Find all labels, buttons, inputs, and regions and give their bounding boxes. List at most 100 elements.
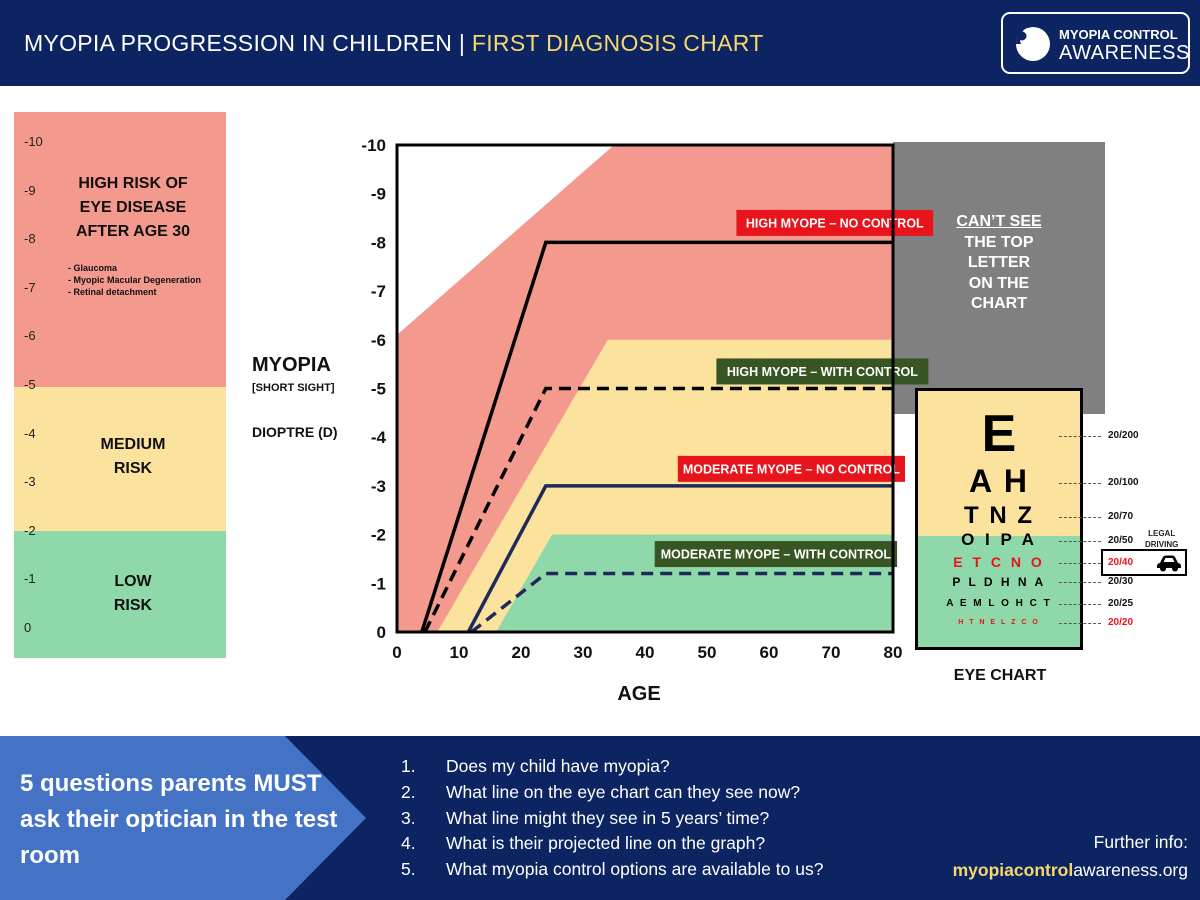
note-retinal: - Retinal detachment [68,287,157,297]
eye-chart-row: T N Z [964,502,1034,530]
brand-logo: MYOPIA CONTROL AWARENESS [1001,12,1190,74]
title-subtitle: FIRST DIAGNOSIS CHART [471,30,764,56]
car-icon [1157,555,1181,572]
x-tick-label: 10 [450,643,469,662]
question-number: 5. [401,859,416,880]
series-label: MODERATE MYOPE – WITH CONTROL [661,548,892,562]
acuity-label: 20/25 [1108,598,1134,609]
question-text: What line might they see in 5 years’ tim… [446,807,770,828]
question-number: 2. [401,781,416,802]
acuity-label: 20/200 [1108,430,1139,441]
risk-medium-line2: RISK [113,460,153,477]
logo-line1: MYOPIA CONTROL [1059,27,1178,42]
x-axis-label: AGE [617,683,660,705]
risk-zone-high [14,112,226,387]
question-number: 4. [401,833,416,854]
y-axis-label-unit: DIOPTRE (D) [252,424,338,440]
acuity-leader-line [1059,436,1101,437]
risk-tick-label: -6 [24,328,36,344]
eye-chart-caption: EYE CHART [953,667,1047,684]
acuity-leader-line [1059,483,1101,484]
legal-line1: LEGAL [1148,529,1176,538]
series-label-bg [654,541,898,568]
question-text: Does my child have myopia? [446,756,670,776]
risk-title-low: LOW RISK [14,570,252,618]
cant-see-line5: CHART [971,295,1027,312]
acuity-leader-line [1059,563,1101,564]
risk-tick-label: -10 [24,134,43,149]
x-tick-label: 60 [760,643,779,662]
legal-line2: DRIVING [1145,540,1179,549]
x-tick-label: 50 [698,643,717,662]
question-text: What is their projected line on the grap… [446,833,766,854]
title-main: MYOPIA PROGRESSION IN CHILDREN [24,30,453,56]
further-info-link[interactable]: myopiacontrolawareness.org [900,860,1188,881]
note-glaucoma: - Glaucoma [68,263,118,273]
footer [0,736,1200,900]
x-tick-label: 30 [574,643,593,662]
question-number: 3. [401,807,416,828]
acuity-label: 20/100 [1108,477,1139,488]
y-tick-label: -4 [371,428,387,447]
site-rest: awareness.org [1073,860,1188,880]
site-bold: myopiacontrol [952,860,1074,880]
acuity-leader-line [1059,604,1101,605]
acuity-label: 20/40 [1108,557,1134,568]
eye-chart-row: E T C N O [953,554,1045,571]
cant-see-line3: LETTER [967,254,1031,271]
acuity-label: 20/30 [1108,576,1134,587]
cant-see-text: CAN’T SEE THE TOP LETTER ON THE CHART [893,212,1105,315]
question-text: What myopia control options are availabl… [446,859,824,880]
x-tick-label: 80 [884,643,903,662]
eye-chart-low-zone [918,536,1080,647]
cant-see-line2: THE TOP [964,233,1034,251]
series-line [466,484,893,633]
series-label: HIGH MYOPE – WITH CONTROL [727,365,918,379]
risk-low-line2: RISK [113,597,153,614]
x-tick-label: 20 [512,643,531,662]
y-tick-label: -7 [371,282,386,301]
risk-title-high: HIGH RISK OF EYE DISEASE AFTER AGE 30 [14,172,252,244]
eye-chart-row: P L D H N A [952,574,1046,589]
eye-chart-row: O I P A [961,530,1037,550]
y-tick-label: -5 [371,380,386,399]
footer-arrow-shape [0,736,366,900]
chart-risk-band [437,339,893,632]
acuity-leader-line [1059,623,1101,624]
y-tick-label: -8 [371,233,386,252]
risk-tick-label: -8 [24,231,36,247]
logo-line2: AWARENESS [1059,42,1190,64]
acuity-leader-line [1059,582,1101,583]
acuity-leader-line [1059,517,1101,518]
risk-high-line2: EYE DISEASE [79,199,187,216]
x-tick-label: 70 [822,643,841,662]
legal-driving-label: LEGAL DRIVING [1145,528,1178,550]
eye-chart-medium-zone [918,391,1080,536]
x-tick-label: 40 [636,643,655,662]
risk-tick-label: -5 [24,377,36,392]
y-tick-label: -1 [371,574,386,593]
eye-logo-icon [1016,26,1050,61]
legal-driving-box [1101,549,1187,576]
risk-high-line1: HIGH RISK OF [78,175,188,192]
risk-tick-label: -9 [24,182,36,198]
chart-risk-band [397,145,893,632]
chart-risk-band [496,534,893,632]
risk-notes: - Glaucoma - Myopic Macular Degeneration… [68,262,201,298]
risk-tick-label: 0 [24,620,32,635]
series-line [420,240,893,633]
risk-high-line3: AFTER AGE 30 [75,223,191,240]
footer-title: 5 questions parents MUST ask their optic… [20,770,338,869]
y-tick-label: -10 [361,136,386,155]
page-title: MYOPIA PROGRESSION IN CHILDREN | FIRST D… [24,30,764,57]
title-separator: | [458,30,466,56]
series-line [470,571,893,634]
risk-tick-label: -3 [24,474,36,490]
further-info-label: Further info: [1093,832,1188,852]
question-text: What line on the eye chart can they see … [446,781,801,802]
y-axis-label-sub: [SHORT SIGHT] [252,382,335,394]
risk-zone-medium [14,387,226,531]
note-macular: - Myopic Macular Degeneration [68,275,202,285]
plot-frame [395,143,895,634]
